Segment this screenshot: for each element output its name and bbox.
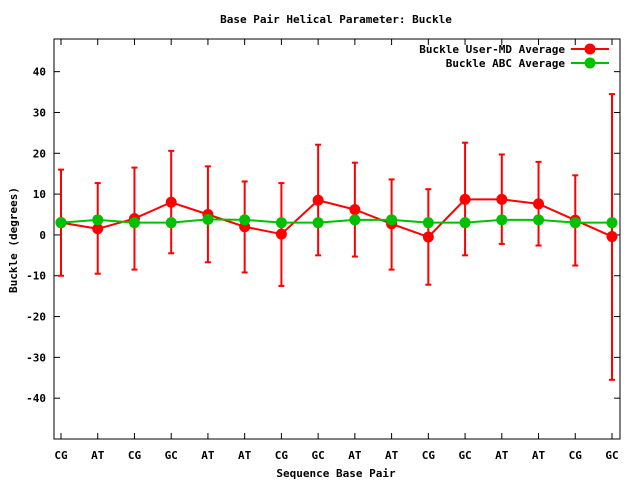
x-tick-label: AT (91, 449, 105, 462)
data-point (459, 217, 471, 229)
data-point (239, 214, 251, 226)
data-point (422, 231, 434, 243)
y-axis-label: Buckle (degrees) (7, 187, 20, 293)
x-tick-label: AT (348, 449, 362, 462)
x-tick-label: AT (495, 449, 509, 462)
x-tick-label: CG (54, 449, 68, 462)
data-point (569, 217, 581, 229)
data-point (533, 214, 545, 226)
plot-frame (53, 38, 621, 440)
data-point (128, 217, 140, 229)
legend-entry-label: Buckle User-MD Average (419, 43, 565, 56)
data-point (349, 214, 361, 226)
data-point (386, 214, 398, 226)
y-tick-label: -40 (26, 392, 46, 405)
data-point (496, 193, 508, 205)
data-point (606, 231, 618, 243)
y-tick-label: 10 (33, 188, 46, 201)
chart-title: Base Pair Helical Parameter: Buckle (220, 13, 452, 26)
y-tick-label: -30 (26, 351, 46, 364)
x-tick-label: AT (385, 449, 399, 462)
data-point (165, 196, 177, 208)
data-point (533, 198, 545, 210)
y-tick-label: -10 (26, 270, 46, 283)
data-point (55, 217, 67, 229)
data-point (459, 193, 471, 205)
series-lines (60, 198, 613, 239)
x-tick-label: AT (238, 449, 252, 462)
series-line (60, 218, 612, 224)
x-tick-label: CG (275, 449, 289, 462)
x-tick-label: CG (128, 449, 142, 462)
data-point (275, 217, 287, 229)
y-tick-label: 30 (33, 106, 46, 119)
y-axis: -40 -30 -20 -10 0 10 20 30 40 (26, 66, 620, 405)
legend-marker (584, 43, 596, 55)
error-bars (58, 93, 615, 381)
data-point (422, 217, 434, 229)
x-tick-label: CG (569, 449, 583, 462)
y-tick-label: 0 (39, 229, 46, 242)
data-point (606, 217, 618, 229)
data-point (202, 213, 214, 225)
data-point (312, 217, 324, 229)
y-tick-label: 20 (33, 147, 46, 160)
series-points (55, 193, 618, 243)
data-point (92, 214, 104, 226)
x-tick-label: AT (201, 449, 215, 462)
data-point (312, 194, 324, 206)
y-tick-label: 40 (33, 66, 46, 79)
legend-entry-label: Buckle ABC Average (446, 57, 566, 70)
x-tick-label: GC (605, 449, 618, 462)
x-axis: CG AT CG GC AT AT CG GC AT AT CG GC AT AT CG GC (54, 39, 619, 462)
data-point (165, 217, 177, 229)
series-line (60, 198, 613, 239)
x-tick-label: GC (312, 449, 325, 462)
x-tick-label: GC (458, 449, 471, 462)
x-tick-label: CG (422, 449, 436, 462)
data-point (349, 204, 361, 216)
x-tick-label: GC (165, 449, 178, 462)
legend-marker (584, 57, 596, 69)
data-point (92, 223, 104, 235)
x-tick-label: AT (532, 449, 546, 462)
y-tick-label: -20 (26, 311, 46, 324)
x-axis-label: Sequence Base Pair (276, 467, 396, 480)
data-point (496, 214, 508, 226)
data-point (275, 228, 287, 240)
